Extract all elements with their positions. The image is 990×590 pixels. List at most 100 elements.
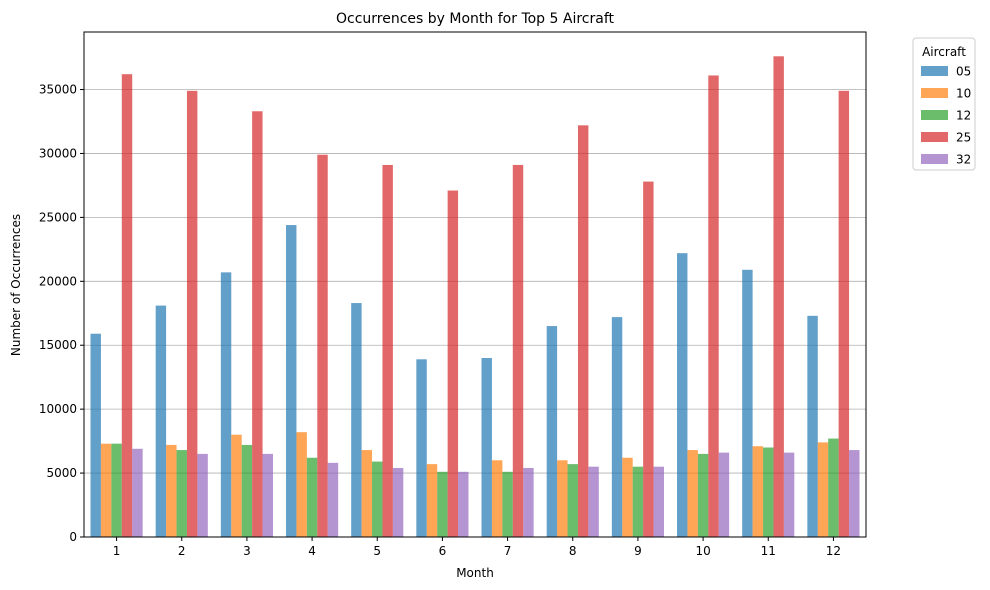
bar-12-month-10 [697,453,709,537]
bar-32-month-7 [523,467,534,537]
x-tick-label: 12 [826,544,841,558]
legend-label-32: 32 [956,153,971,167]
x-tick-label: 9 [634,544,642,558]
legend-swatch-05 [921,66,948,76]
y-tick-label: 20000 [39,274,77,288]
bar-10-month-4 [296,432,307,537]
bar-12-month-6 [437,471,448,537]
bar-25-month-12 [838,90,850,538]
chart-title: Occurrences by Month for Top 5 Aircraft [336,11,615,27]
bar-25-month-3 [252,111,263,538]
bar-32-month-10 [718,452,730,537]
series-12 [111,438,839,537]
bar-12-month-9 [632,466,644,537]
series-05 [90,225,818,537]
bar-32-month-5 [392,467,404,537]
bar-05-month-6 [416,359,427,537]
bar-05-month-8 [546,326,558,537]
y-tick-label: 30000 [39,146,77,160]
series-10 [100,432,829,537]
bar-05-month-2 [155,305,167,537]
y-axis-label: Number of Occurrences [9,214,23,356]
bar-10-month-10 [687,450,698,537]
bar-25-month-4 [317,154,328,537]
bar-05-month-1 [90,333,101,537]
x-axis-ticks: 1 2 3 4 5 6 7 8 9 10 11 12 [113,537,841,558]
bar-05-month-10 [677,253,688,537]
legend-label-10: 10 [956,87,971,101]
legend-label-12: 12 [956,109,971,123]
bar-12-month-1 [111,443,122,537]
bar-05-month-5 [351,303,362,537]
bar-32-month-12 [849,450,860,537]
series-25 [121,56,850,538]
bar-25-month-10 [708,75,719,537]
bar-32-month-4 [327,462,339,537]
y-tick-label: 25000 [39,210,77,224]
legend-swatch-12 [921,110,948,120]
bar-05-month-12 [807,315,818,537]
bar-12-month-12 [828,438,839,537]
bar-10-month-6 [426,464,438,537]
x-tick-label: 1 [113,544,121,558]
bar-10-month-9 [622,457,633,537]
bar-10-month-5 [361,450,373,537]
bar-10-month-11 [752,446,764,537]
bar-32-month-8 [588,466,599,537]
bar-25-month-6 [447,190,459,537]
bar-12-month-3 [241,444,253,537]
x-tick-label: 11 [761,544,776,558]
bar-05-month-4 [286,225,297,537]
bar-05-month-7 [481,358,492,537]
bar-25-month-9 [643,181,654,537]
bar-10-month-12 [817,442,829,537]
legend-swatch-32 [921,154,948,164]
legend-label-05: 05 [956,65,971,79]
grid-lines [84,89,866,474]
legend-label-25: 25 [956,131,971,145]
bar-32-month-9 [653,466,664,537]
y-tick-label: 15000 [39,338,77,352]
plot-frame [83,31,867,538]
bar-25-month-5 [382,164,393,537]
bar-25-month-2 [186,90,198,538]
bar-05-month-9 [611,317,623,537]
bar-32-month-3 [262,453,273,537]
bar-25-month-1 [121,74,133,537]
bar-32-month-6 [458,471,469,537]
bar-32-month-11 [783,452,795,537]
bar-10-month-1 [100,443,112,537]
bar-10-month-2 [166,444,177,537]
bar-12-month-4 [306,457,318,537]
y-tick-label: 0 [69,530,77,544]
x-tick-label: 10 [695,544,710,558]
legend-swatch-25 [921,132,948,142]
bar-25-month-8 [577,125,589,538]
legend-title: Aircraft [922,45,966,59]
bar-12-month-5 [372,461,383,537]
x-tick-label: 3 [243,544,251,558]
bar-12-month-11 [763,447,774,537]
legend-swatch-10 [921,88,948,98]
y-tick-label: 5000 [46,466,77,480]
x-axis-label: Month [456,566,494,580]
y-tick-label: 35000 [39,83,77,97]
legend: Aircraft 05 10 12 25 32 [912,37,976,171]
y-tick-label: 10000 [39,402,77,416]
bar-10-month-3 [231,434,242,537]
x-tick-label: 4 [308,544,316,558]
series-32 [132,448,860,537]
bar-32-month-2 [197,453,208,537]
x-tick-label: 7 [504,544,512,558]
x-tick-label: 6 [439,544,447,558]
bar-05-month-11 [742,269,753,537]
bar-12-month-8 [567,464,578,537]
bar-25-month-7 [512,164,524,537]
bar-32-month-1 [132,448,143,537]
x-tick-label: 2 [178,544,186,558]
y-axis-ticks: 0 5000 10000 15000 20000 25000 30000 35000 [39,83,84,544]
bar-12-month-7 [502,471,513,537]
bar-25-month-11 [773,56,784,537]
bar-12-month-2 [176,450,187,537]
